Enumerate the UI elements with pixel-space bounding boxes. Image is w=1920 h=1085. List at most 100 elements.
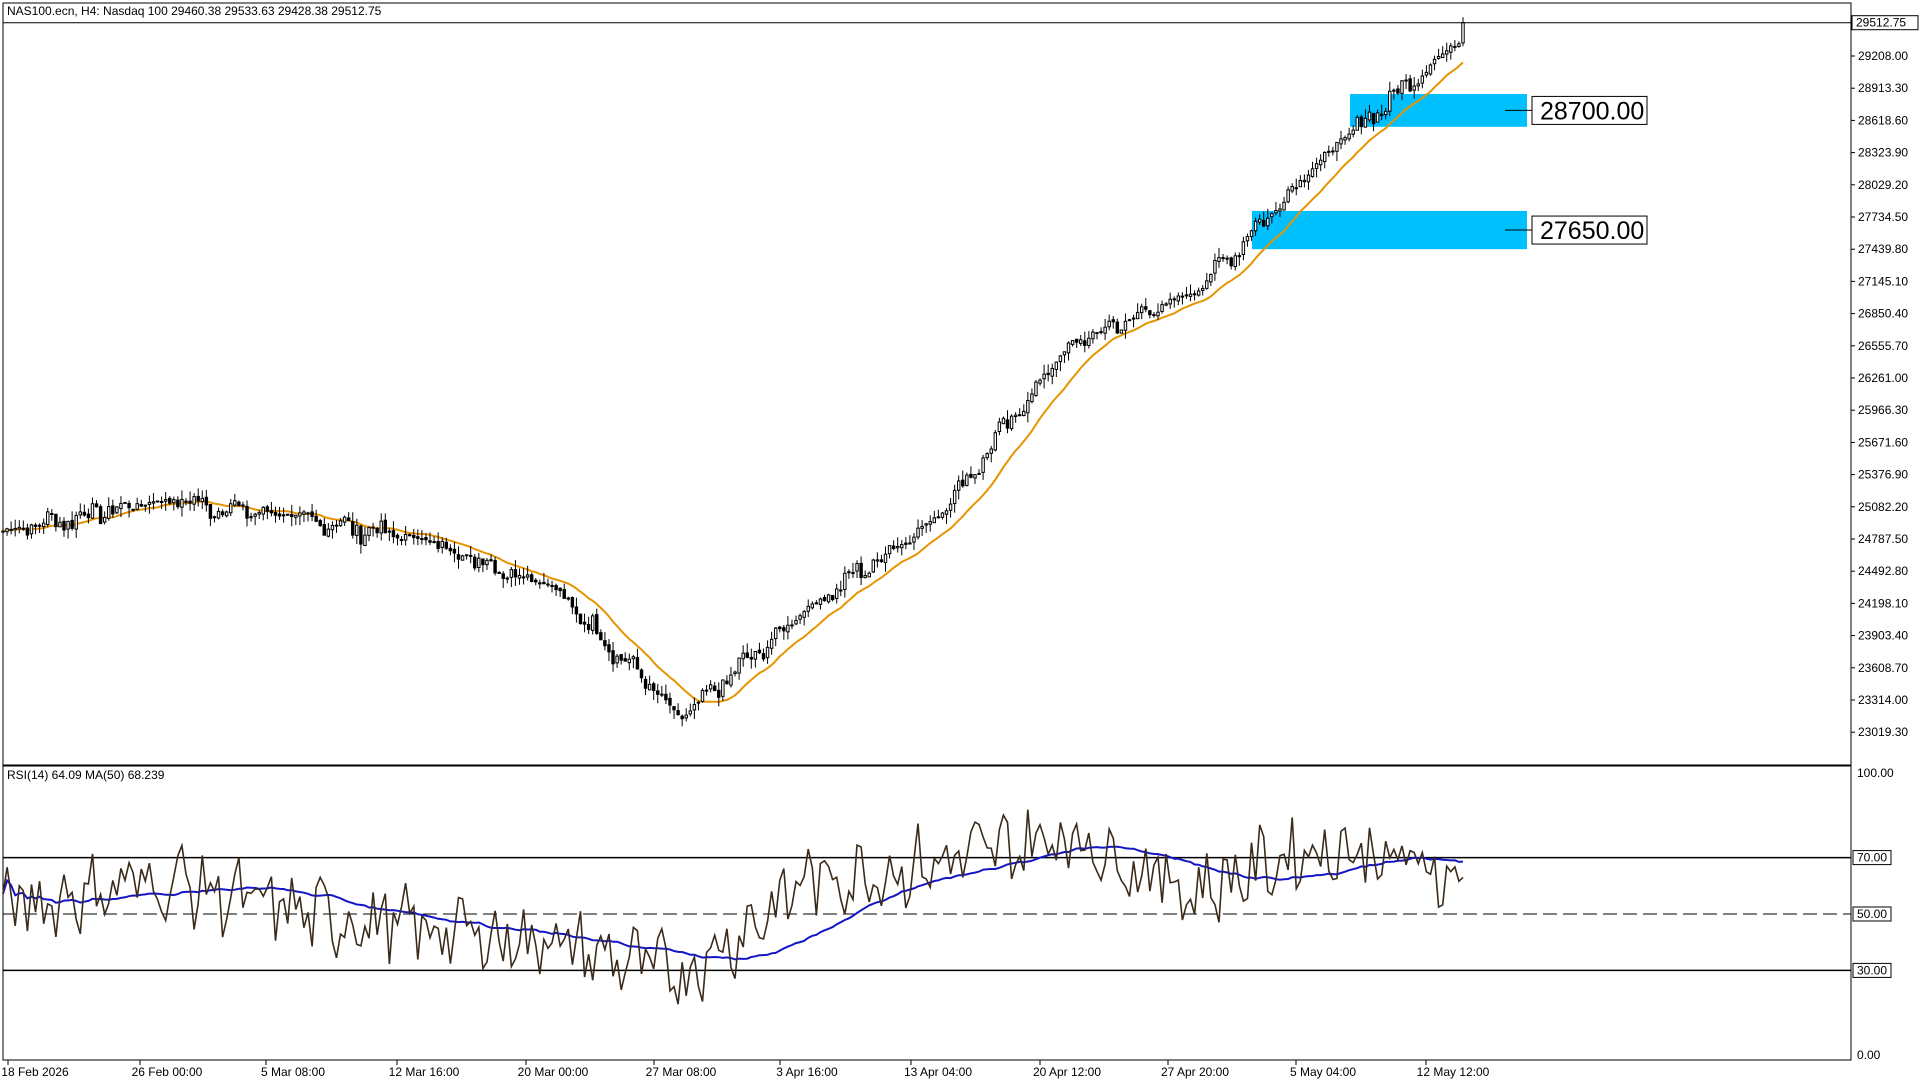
candle-body (1371, 112, 1376, 125)
candle-body (1327, 150, 1331, 153)
candle-body (501, 573, 505, 579)
candle-body (489, 559, 493, 562)
candle-body (692, 704, 697, 711)
symbol-info: NAS100.ecn, H4: Nasdaq 100 29460.38 2953… (7, 4, 382, 18)
candle-body (769, 638, 774, 649)
candle-body (717, 689, 721, 698)
candle-body (778, 626, 782, 630)
candle-body (1404, 79, 1408, 82)
candle-body (729, 674, 733, 686)
zones-layer: 28700.00 27650.00 (1252, 94, 1648, 250)
candle-body (1176, 295, 1181, 302)
candle-body (237, 501, 241, 507)
time-tick-label: 3 Apr 16:00 (776, 1065, 838, 1079)
candle-body (546, 583, 550, 586)
candle-body (1445, 50, 1449, 55)
price-tick-label: 26555.70 (1858, 339, 1908, 353)
candle-body (330, 524, 335, 531)
candle-body (29, 524, 34, 535)
candle-body (1298, 180, 1303, 188)
candle-body (86, 513, 91, 519)
candle-body (9, 528, 13, 531)
candle-body (895, 545, 900, 549)
zone-label: 27650.00 (1540, 217, 1644, 245)
price-tick-label: 25671.60 (1858, 435, 1908, 449)
rsi-title: RSI(14) 64.09 MA(50) 68.239 (7, 768, 165, 782)
candle-body (651, 683, 656, 691)
candle-body (1408, 78, 1412, 92)
candle-body (407, 534, 412, 537)
candle-body (566, 597, 571, 600)
price-tick-label: 24787.50 (1858, 532, 1908, 546)
candle-body (1066, 342, 1071, 354)
candle-body (477, 557, 481, 569)
candle-body (1282, 201, 1286, 211)
candle-body (1310, 168, 1315, 178)
candle-body (98, 506, 103, 525)
candle-body (1266, 217, 1270, 227)
candle-body (1375, 112, 1380, 123)
candle-body (1123, 320, 1128, 331)
candle-body (1396, 88, 1400, 94)
price-tick-label: 27439.80 (1858, 242, 1908, 256)
candle-body (204, 496, 209, 506)
candle-body (269, 510, 274, 514)
candle-body (961, 479, 965, 487)
candle-body (513, 569, 518, 578)
candle-body (367, 527, 371, 536)
candle-body (1436, 55, 1441, 59)
candle-body (1156, 311, 1160, 317)
candle-body (981, 457, 985, 473)
candle-body (1388, 90, 1392, 112)
candle-body (696, 701, 701, 704)
candle-body (1225, 257, 1229, 260)
candle-body (721, 679, 725, 697)
candle-body (1363, 117, 1368, 128)
candle-body (737, 657, 741, 674)
candle-body (1424, 71, 1429, 76)
rsi-level-label: 100.00 (1857, 766, 1894, 780)
candle-body (704, 689, 709, 692)
candle-body (818, 598, 823, 605)
candle-body (904, 542, 908, 545)
time-tick-label: 5 May 04:00 (1290, 1065, 1356, 1079)
candle-body (1140, 306, 1144, 314)
candle-body (37, 524, 42, 527)
zone-label: 28700.00 (1540, 97, 1644, 125)
candle-body (314, 515, 318, 522)
candle-body (107, 506, 111, 519)
candle-body (826, 594, 831, 603)
candle-body (1042, 373, 1046, 380)
candle-body (871, 559, 876, 573)
candle-body (1017, 414, 1022, 417)
time-tick-label: 18 Feb 2026 (1, 1065, 69, 1079)
candle-body (965, 474, 969, 486)
candle-body (1034, 381, 1038, 396)
candle-body (115, 506, 119, 514)
candle-body (82, 511, 87, 516)
candle-body (70, 519, 74, 529)
candle-body (639, 669, 644, 679)
candle-body (859, 562, 863, 579)
candle-body (448, 547, 453, 552)
candle-body (342, 516, 347, 523)
candle-body (383, 519, 388, 534)
candle-body (1058, 355, 1063, 363)
candle-body (395, 534, 400, 539)
candle-body (1274, 210, 1278, 214)
candle-body (619, 654, 623, 661)
candle-body (1180, 295, 1185, 298)
rsi-ma-line (2, 845, 1464, 961)
last-price-badge: 29512.75 (1851, 15, 1919, 31)
rsi-line (2, 809, 1464, 1005)
candle-body (468, 554, 473, 557)
candle-body (1087, 337, 1091, 347)
candle-body (1306, 174, 1311, 183)
price-panel-frame (2, 2, 1852, 766)
candle-body (590, 615, 595, 631)
candle-body (1119, 329, 1124, 334)
candle-body (143, 504, 148, 507)
candle-body (517, 574, 522, 579)
